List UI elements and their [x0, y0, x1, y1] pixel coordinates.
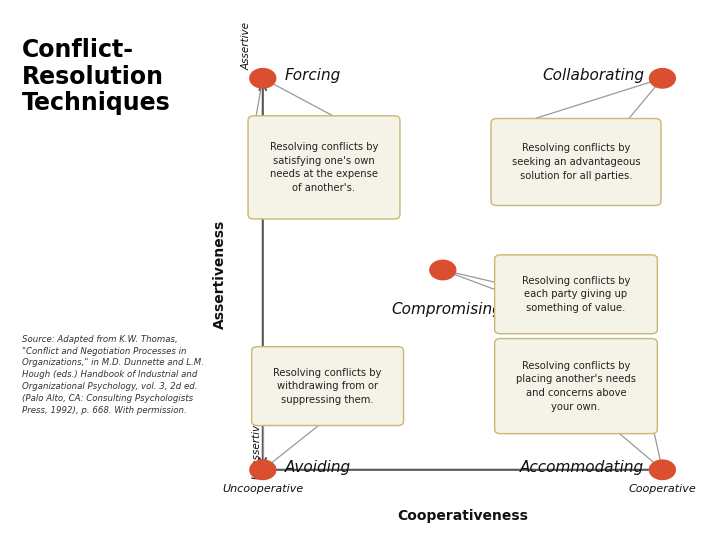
Text: Resolving conflicts by
each party giving up
something of value.: Resolving conflicts by each party giving… [522, 276, 630, 313]
FancyBboxPatch shape [248, 116, 400, 219]
Text: Avoiding: Avoiding [284, 460, 351, 475]
Circle shape [649, 460, 675, 480]
Text: Resolving conflicts by
seeking an advantageous
solution for all parties.: Resolving conflicts by seeking an advant… [512, 144, 640, 180]
Circle shape [250, 460, 276, 480]
Text: Unassertive: Unassertive [251, 417, 261, 479]
Text: Accommodating: Accommodating [521, 460, 644, 475]
Text: Conflict-
Resolution
Techniques: Conflict- Resolution Techniques [22, 38, 171, 116]
FancyBboxPatch shape [252, 347, 403, 426]
Text: Forcing: Forcing [284, 68, 341, 83]
FancyBboxPatch shape [495, 255, 657, 334]
Circle shape [250, 69, 276, 88]
Text: Cooperative: Cooperative [629, 484, 696, 494]
Text: Source: Adapted from K.W. Thomas,
"Conflict and Negotiation Processes in
Organiz: Source: Adapted from K.W. Thomas, "Confl… [22, 335, 204, 415]
Text: Compromising: Compromising [391, 302, 502, 318]
Text: Uncooperative: Uncooperative [222, 484, 303, 494]
Text: Assertiveness: Assertiveness [212, 219, 227, 329]
Text: Resolving conflicts by
satisfying one's own
needs at the expense
of another's.: Resolving conflicts by satisfying one's … [270, 142, 378, 193]
Circle shape [430, 260, 456, 280]
FancyBboxPatch shape [495, 339, 657, 434]
FancyBboxPatch shape [491, 119, 661, 206]
Circle shape [649, 69, 675, 88]
Text: Assertive: Assertive [241, 22, 251, 70]
Text: Resolving conflicts by
withdrawing from or
suppressing them.: Resolving conflicts by withdrawing from … [274, 368, 382, 404]
Text: Collaborating: Collaborating [542, 68, 644, 83]
Text: Resolving conflicts by
placing another's needs
and concerns above
your own.: Resolving conflicts by placing another's… [516, 361, 636, 411]
Text: Cooperativeness: Cooperativeness [397, 509, 528, 523]
